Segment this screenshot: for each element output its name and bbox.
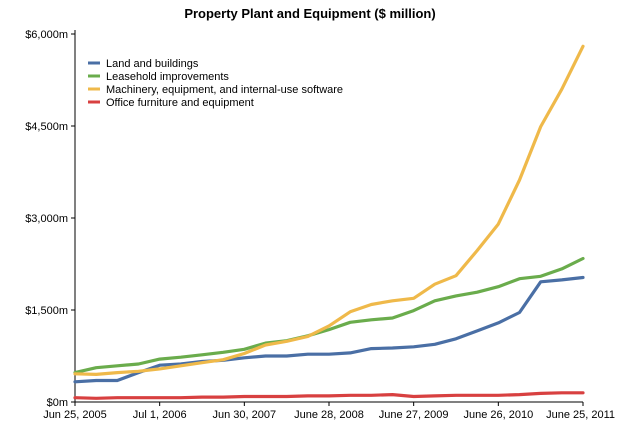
y-tick-label: $3,000m: [25, 213, 68, 225]
x-tick-label: June 27, 2009: [379, 409, 449, 421]
legend-label: Machinery, equipment, and internal-use s…: [106, 84, 343, 96]
series-lines: [73, 44, 585, 400]
y-tick-label: $1,500m: [25, 305, 68, 317]
legend-label: Leasehold improvements: [106, 71, 229, 83]
x-tick-label: June 26, 2010: [463, 409, 533, 421]
chart-title: Property Plant and Equipment ($ million): [184, 6, 435, 21]
x-tick-label: Jun 30, 2007: [213, 409, 277, 421]
y-tick-label: $0m: [47, 397, 68, 409]
series-line-3: [73, 44, 585, 376]
legend-label: Office furniture and equipment: [106, 97, 254, 109]
x-tick-label: Jul 1, 2006: [133, 409, 187, 421]
series-line-4: [73, 391, 585, 400]
legend-label: Land and buildings: [106, 58, 199, 70]
x-tick-label: June 28, 2008: [294, 409, 364, 421]
y-tick-label: $6,000m: [25, 29, 68, 41]
axes: $0m $1,500m $3,000m $4,500m $6,000m Jun 25, 2…: [25, 29, 615, 421]
series-line-1: [73, 275, 585, 384]
y-tick-label: $4,500m: [25, 121, 68, 133]
x-tick-label: Jun 25, 2005: [43, 409, 107, 421]
series-line-2: [73, 256, 585, 375]
x-tick-label: June 25, 2011: [546, 409, 615, 421]
